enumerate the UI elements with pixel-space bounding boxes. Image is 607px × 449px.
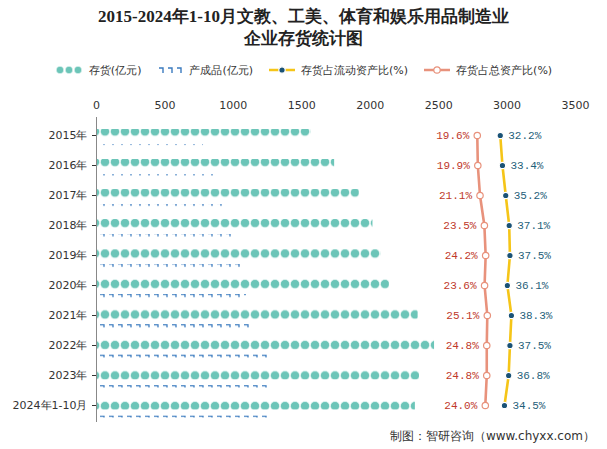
svg-text:37.5%: 37.5% bbox=[518, 250, 551, 262]
svg-text:24.0%: 24.0% bbox=[444, 400, 477, 412]
svg-text:38.3%: 38.3% bbox=[519, 310, 552, 322]
svg-text:23.6%: 23.6% bbox=[444, 280, 477, 292]
svg-text:3000: 3000 bbox=[493, 99, 521, 112]
svg-text:24.2%: 24.2% bbox=[445, 250, 478, 262]
svg-text:2024年1-10月: 2024年1-10月 bbox=[13, 399, 88, 412]
svg-text:19.6%: 19.6% bbox=[436, 130, 469, 142]
svg-text:36.8%: 36.8% bbox=[517, 370, 550, 382]
svg-text:1000: 1000 bbox=[219, 99, 247, 112]
html-text:制图：智研咨询（www.chyxx.com）: 制图：智研咨询（www.chyxx.com） bbox=[389, 429, 595, 443]
svg-text:35.2%: 35.2% bbox=[514, 190, 547, 202]
svg-text:37.5%: 37.5% bbox=[518, 340, 551, 352]
html-text:2015-2024年1-10月文教、工美、体育和娱乐用品制造: 2015-2024年1-10月文教、工美、体育和娱乐用品制造业 企业存货统计图 bbox=[98, 7, 509, 48]
svg-text:2021年: 2021年 bbox=[49, 309, 88, 322]
html-text:存货(亿元): 存货(亿元) bbox=[88, 63, 142, 77]
svg-text:19.9%: 19.9% bbox=[437, 160, 470, 172]
svg-text:0: 0 bbox=[93, 99, 100, 112]
svg-text:2500: 2500 bbox=[425, 99, 453, 112]
html-text:产成品(亿元): 产成品(亿元) bbox=[189, 63, 253, 77]
svg-text:24.8%: 24.8% bbox=[446, 340, 479, 352]
svg-text:32.2%: 32.2% bbox=[508, 130, 541, 142]
svg-text:2017年: 2017年 bbox=[49, 189, 88, 202]
svg-text:2018年: 2018年 bbox=[49, 219, 88, 232]
svg-text:3500: 3500 bbox=[562, 99, 590, 112]
svg-text:37.1%: 37.1% bbox=[517, 220, 550, 232]
svg-text:2015年: 2015年 bbox=[49, 129, 88, 142]
svg-text:36.1%: 36.1% bbox=[515, 280, 548, 292]
html-text:存货占总资产比(%): 存货占总资产比(%) bbox=[456, 63, 553, 77]
svg-text:25.1%: 25.1% bbox=[446, 310, 479, 322]
svg-text:2000: 2000 bbox=[356, 99, 384, 112]
svg-text:23.5%: 23.5% bbox=[443, 220, 476, 232]
svg-text:2019年: 2019年 bbox=[49, 249, 88, 262]
svg-text:2022年: 2022年 bbox=[49, 339, 88, 352]
svg-text:2020年: 2020年 bbox=[49, 279, 88, 292]
svg-text:500: 500 bbox=[154, 99, 175, 112]
svg-text:24.8%: 24.8% bbox=[446, 370, 479, 382]
svg-text:33.4%: 33.4% bbox=[510, 160, 543, 172]
svg-text:2023年: 2023年 bbox=[49, 369, 88, 382]
svg-text:1500: 1500 bbox=[288, 99, 316, 112]
html-text:存货占流动资产比(%): 存货占流动资产比(%) bbox=[301, 63, 409, 77]
svg-text:2016年: 2016年 bbox=[49, 159, 88, 172]
svg-text:34.5%: 34.5% bbox=[512, 400, 545, 412]
svg-text:21.1%: 21.1% bbox=[439, 190, 472, 202]
